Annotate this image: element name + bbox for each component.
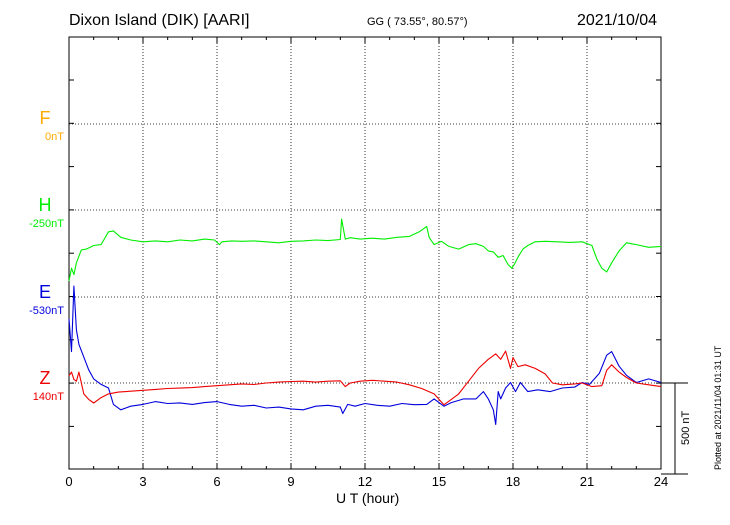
- series-baseline-H: -250nT: [29, 218, 64, 230]
- x-tick-label-12: 12: [358, 474, 372, 489]
- x-tick-label-15: 15: [432, 474, 446, 489]
- x-tick-label-18: 18: [506, 474, 520, 489]
- series-label-Z: Z: [40, 368, 51, 388]
- series-label-F: F: [40, 108, 51, 128]
- trace-H: [68, 218, 662, 282]
- station-title: Dixon Island (DIK) [AARI]: [69, 12, 250, 29]
- plotted-timestamp: Plotted at 2021/11/04 01:31 UT: [713, 345, 723, 470]
- x-tick-label-0: 0: [65, 474, 72, 489]
- plot-date: 2021/10/04: [577, 12, 658, 29]
- geographic-coordinates: GG ( 73.55°, 80.57°): [367, 16, 468, 28]
- x-tick-label-21: 21: [580, 474, 594, 489]
- series-label-E: E: [39, 282, 51, 302]
- x-tick-label-9: 9: [287, 474, 294, 489]
- trace-E: [68, 285, 662, 425]
- x-tick-label-3: 3: [139, 474, 146, 489]
- series-baseline-E: -530nT: [29, 305, 64, 317]
- series-baseline-Z: 140nT: [33, 391, 64, 403]
- trace-Z: [68, 350, 662, 406]
- x-tick-label-24: 24: [654, 474, 668, 489]
- series-baseline-F: 0nT: [45, 131, 64, 143]
- x-axis-label: U T (hour): [336, 490, 400, 506]
- scale-bar-label: 500 nT: [680, 410, 692, 445]
- series-label-H: H: [39, 195, 52, 215]
- x-tick-label-6: 6: [213, 474, 220, 489]
